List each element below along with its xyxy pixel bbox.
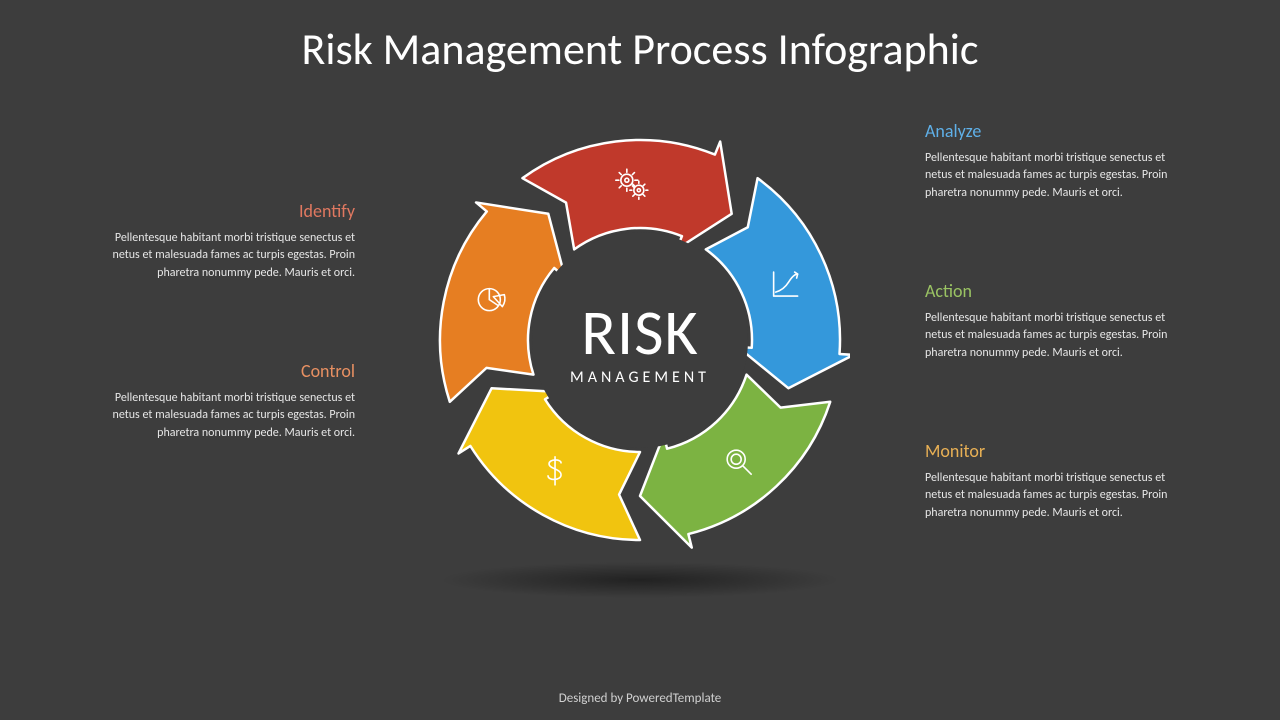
footer: Designed by PoweredTemplate xyxy=(0,691,1280,706)
body-monitor: Pellentesque habitant morbi tristique se… xyxy=(925,470,1175,522)
center-circle xyxy=(532,232,748,448)
heading-analyze: Analyze xyxy=(925,120,1175,142)
block-control: Control Pellentesque habitant morbi tris… xyxy=(105,360,355,442)
block-monitor: Monitor Pellentesque habitant morbi tris… xyxy=(925,440,1175,522)
heading-action: Action xyxy=(925,280,1175,302)
body-analyze: Pellentesque habitant morbi tristique se… xyxy=(925,150,1175,202)
block-action: Action Pellentesque habitant morbi trist… xyxy=(925,280,1175,362)
stage: RISK MANAGEMENT Identify Pellentesque ha… xyxy=(0,110,1280,670)
wheel-shadow xyxy=(430,560,850,600)
body-identify: Pellentesque habitant morbi tristique se… xyxy=(105,230,355,282)
body-action: Pellentesque habitant morbi tristique se… xyxy=(925,310,1175,362)
heading-control: Control xyxy=(105,360,355,382)
block-identify: Identify Pellentesque habitant morbi tri… xyxy=(105,200,355,282)
cycle-wheel xyxy=(430,130,850,550)
page-title: Risk Management Process Infographic xyxy=(0,0,1280,76)
body-control: Pellentesque habitant morbi tristique se… xyxy=(105,390,355,442)
heading-identify: Identify xyxy=(105,200,355,222)
block-analyze: Analyze Pellentesque habitant morbi tris… xyxy=(925,120,1175,202)
heading-monitor: Monitor xyxy=(925,440,1175,462)
